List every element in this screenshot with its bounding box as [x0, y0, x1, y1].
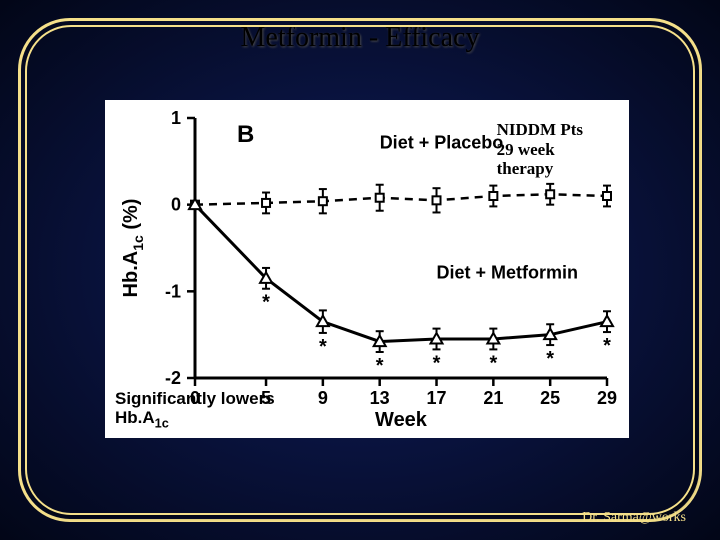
conclusion-line: Significantly lowers [115, 390, 275, 409]
svg-text:1: 1 [171, 108, 181, 128]
svg-text:*: * [546, 348, 554, 370]
svg-text:Diet + Placebo: Diet + Placebo [380, 132, 504, 152]
study-info-line: therapy [497, 159, 583, 179]
svg-text:13: 13 [370, 388, 390, 408]
slide: Metformin - Efficacy B-2-101059131721252… [0, 0, 720, 540]
svg-text:-1: -1 [165, 281, 181, 301]
attribution: Dr. Sarma@works [582, 510, 686, 526]
svg-text:9: 9 [318, 388, 328, 408]
slide-title: Metformin - Efficacy [0, 22, 720, 54]
conclusion-line: Hb.A1c [115, 409, 275, 430]
svg-text:25: 25 [540, 388, 560, 408]
svg-text:Diet + Metformin: Diet + Metformin [437, 262, 579, 282]
study-info-line: 29 week [497, 140, 583, 160]
study-info-overlay: NIDDM Pts 29 week therapy [497, 120, 583, 179]
svg-text:B: B [237, 121, 254, 148]
svg-text:-2: -2 [165, 368, 181, 388]
svg-text:29: 29 [597, 388, 617, 408]
svg-text:Week: Week [375, 409, 428, 431]
svg-text:0: 0 [171, 195, 181, 215]
conclusion-overlay: Significantly lowers Hb.A1c [115, 390, 275, 430]
svg-text:*: * [376, 355, 384, 377]
svg-text:21: 21 [483, 388, 503, 408]
svg-text:*: * [319, 336, 327, 358]
svg-text:*: * [489, 352, 497, 374]
svg-text:*: * [603, 335, 611, 357]
svg-text:17: 17 [427, 388, 447, 408]
svg-text:*: * [433, 352, 441, 374]
study-info-line: NIDDM Pts [497, 120, 583, 140]
svg-text:*: * [262, 292, 270, 314]
